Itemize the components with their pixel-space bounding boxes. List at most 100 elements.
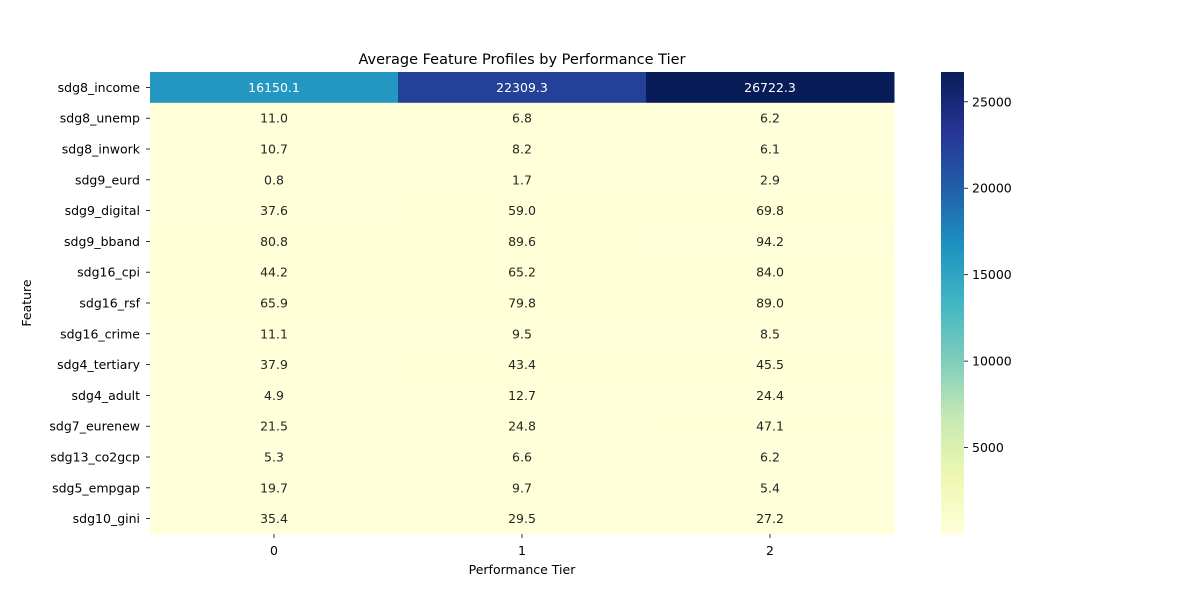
cell-value-label: 11.1 — [260, 326, 288, 341]
cell-value-label: 10.7 — [260, 142, 288, 157]
cell-value-label: 5.3 — [264, 450, 284, 465]
cell-value-label: 6.2 — [760, 111, 780, 126]
x-tick-label: 2 — [766, 543, 774, 558]
heatmap-cell — [398, 287, 647, 319]
heatmap-cell — [646, 441, 895, 473]
heatmap-cell — [398, 410, 647, 443]
heatmap-cell — [150, 441, 399, 473]
cell-value-label: 0.8 — [264, 172, 284, 187]
cell-value-label: 6.6 — [512, 450, 532, 465]
heatmap-cell — [646, 256, 895, 289]
y-tick-label: sdg10_gini — [73, 511, 140, 526]
cell-value-label: 94.2 — [756, 234, 784, 249]
heatmap-cell — [150, 380, 399, 412]
heatmap-cell — [150, 226, 399, 258]
cell-value-label: 44.2 — [260, 265, 288, 280]
cell-value-label: 6.1 — [760, 142, 780, 157]
heatmap-cell — [646, 349, 895, 381]
heatmap-cell — [646, 287, 895, 319]
x-axis-label: Performance Tier — [469, 562, 577, 577]
heatmap-cell — [646, 503, 895, 535]
heatmap-cell — [398, 503, 647, 535]
heatmap-cell — [646, 226, 895, 258]
heatmap-cell — [398, 195, 647, 227]
cell-value-label: 27.2 — [756, 511, 784, 526]
cell-value-label: 9.7 — [512, 480, 532, 495]
cell-value-label: 9.5 — [512, 326, 532, 341]
heatmap-cells: 16150.1 22309.3 26722.3 11.0 6.8 6.2 10.7 8.2 6.… — [150, 72, 895, 535]
y-tick-label: sdg16_cpi — [77, 265, 140, 280]
cell-value-label: 80.8 — [260, 234, 288, 249]
cell-value-label: 2.9 — [760, 172, 780, 187]
heatmap-cell — [398, 102, 647, 135]
heatmap-cell — [398, 472, 647, 504]
cell-value-label: 6.8 — [512, 111, 532, 126]
y-tick-label: sdg13_co2gcp — [50, 450, 140, 465]
cell-value-label: 8.5 — [760, 326, 780, 341]
cell-value-label: 22309.3 — [496, 80, 548, 95]
cell-value-label: 4.9 — [264, 388, 284, 403]
y-tick-label: sdg16_crime — [60, 326, 140, 341]
heatmap-cell — [150, 472, 399, 504]
heatmap-cell — [646, 380, 895, 412]
cell-value-label: 16150.1 — [248, 80, 300, 95]
heatmap-cell — [646, 102, 895, 135]
cell-value-label: 8.2 — [512, 142, 532, 157]
heatmap-cell — [398, 72, 647, 104]
cell-value-label: 69.8 — [756, 203, 784, 218]
heatmap-cell — [646, 318, 895, 350]
heatmap-cell — [150, 72, 399, 104]
y-tick-label: sdg9_eurd — [75, 172, 140, 187]
cell-value-label: 11.0 — [260, 111, 288, 126]
heatmap-cell — [398, 226, 647, 258]
heatmap-cell — [646, 72, 895, 104]
cell-value-label: 84.0 — [756, 265, 784, 280]
heatmap-cell — [398, 380, 647, 412]
heatmap-cell — [646, 410, 895, 443]
cell-value-label: 24.4 — [756, 388, 784, 403]
heatmap-cell — [398, 164, 647, 196]
cell-value-label: 1.7 — [512, 172, 532, 187]
colorbar-tick-label: 20000 — [972, 181, 1012, 196]
heatmap-cell — [150, 195, 399, 227]
cell-value-label: 26722.3 — [744, 80, 796, 95]
cell-value-label: 59.0 — [508, 203, 536, 218]
x-tick-label: 1 — [518, 543, 526, 558]
colorbar-ticks: 5000 10000 15000 20000 25000 — [964, 94, 1012, 455]
chart-title: Average Feature Profiles by Performance … — [358, 52, 685, 68]
colorbar-tick-label: 25000 — [972, 94, 1012, 109]
heatmap-cell — [150, 503, 399, 535]
heatmap-cell — [150, 349, 399, 381]
y-tick-label: sdg4_tertiary — [57, 357, 140, 372]
cell-value-label: 65.2 — [508, 265, 536, 280]
y-tick-label: sdg8_inwork — [62, 142, 141, 157]
y-tick-label: sdg9_bband — [64, 234, 140, 249]
y-tick-label: sdg8_income — [58, 80, 141, 95]
heatmap-cell — [150, 287, 399, 319]
cell-value-label: 19.7 — [260, 480, 288, 495]
colorbar — [941, 72, 964, 534]
y-tick-label: sdg9_digital — [65, 203, 140, 218]
y-axis-label: Feature — [19, 279, 34, 327]
heatmap-cell — [398, 318, 647, 350]
heatmap-cell — [646, 472, 895, 504]
y-tick-label: sdg5_empgap — [52, 480, 140, 495]
cell-value-label: 6.2 — [760, 450, 780, 465]
cell-value-label: 5.4 — [760, 480, 780, 495]
y-tick-label: sdg7_eurenew — [49, 419, 140, 434]
x-tick-label: 0 — [270, 543, 278, 558]
cell-value-label: 89.0 — [756, 296, 784, 311]
colorbar-tick-label: 15000 — [972, 267, 1012, 282]
cell-value-label: 29.5 — [508, 511, 536, 526]
heatmap-cell — [646, 164, 895, 196]
cell-value-label: 43.4 — [508, 357, 536, 372]
cell-value-label: 79.8 — [508, 296, 536, 311]
heatmap-cell — [150, 410, 399, 443]
heatmap-cell — [646, 195, 895, 227]
x-tick-labels: 0 1 2 — [270, 534, 774, 558]
y-tick-label: sdg4_adult — [72, 388, 141, 403]
heatmap-cell — [398, 349, 647, 381]
heatmap-cell — [150, 102, 399, 135]
cell-value-label: 89.6 — [508, 234, 536, 249]
